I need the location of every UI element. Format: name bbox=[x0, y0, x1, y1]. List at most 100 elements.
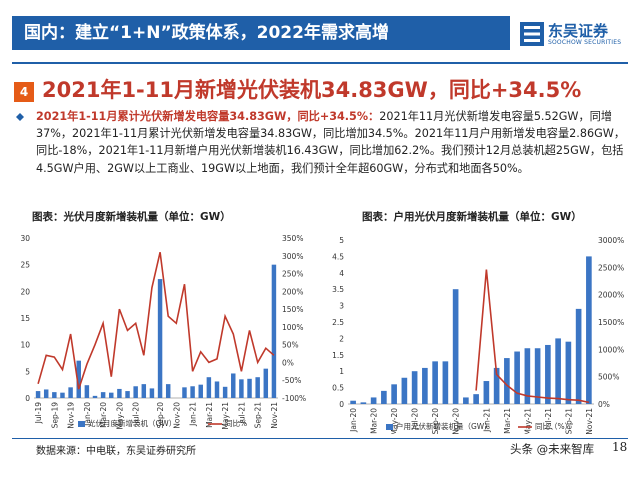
x-tick-label: May-20 bbox=[115, 402, 124, 430]
bar bbox=[534, 348, 541, 404]
bar bbox=[271, 264, 277, 398]
bar bbox=[514, 351, 520, 404]
x-tick-label: Mar-20 bbox=[370, 408, 379, 434]
y-left-tick-label: 1 bbox=[339, 367, 344, 376]
x-tick-label: Jan-21 bbox=[189, 402, 198, 427]
x-tick-label: Jul-20 bbox=[132, 402, 141, 425]
page-number: 18 bbox=[612, 440, 628, 454]
bar bbox=[263, 368, 269, 398]
summary-body: 2021年11月光伏新增发电容量5.52GW，同增37%，2021年1-11月累… bbox=[36, 110, 626, 175]
y-right-tick-label: 500% bbox=[598, 373, 619, 382]
x-tick-label: Mar-21 bbox=[205, 402, 214, 428]
section-number-badge: 4 bbox=[14, 82, 34, 102]
y-right-tick-label: 300% bbox=[282, 252, 303, 261]
logo-icon bbox=[520, 22, 544, 46]
y-left-tick-label: 30 bbox=[20, 234, 30, 243]
bar bbox=[222, 386, 228, 398]
bar bbox=[141, 384, 147, 398]
watermark: 头条 @未来智库 bbox=[510, 442, 595, 456]
y-left-tick-label: 10 bbox=[20, 341, 30, 350]
bar bbox=[125, 391, 130, 398]
y-right-tick-label: 50% bbox=[282, 341, 299, 350]
y-left-tick-label: 4 bbox=[339, 269, 344, 278]
bar bbox=[117, 388, 122, 398]
legend-label: 同比% bbox=[225, 418, 247, 428]
y-right-tick-label: 150% bbox=[282, 305, 303, 314]
logo-subtext: SOOCHOW SECURITIES bbox=[548, 39, 622, 46]
bar bbox=[206, 377, 212, 398]
bar bbox=[411, 371, 418, 404]
bar bbox=[157, 279, 163, 398]
bar bbox=[422, 367, 428, 404]
y-left-tick-label: 0 bbox=[25, 394, 30, 403]
bar bbox=[35, 391, 41, 398]
bar bbox=[350, 400, 356, 404]
bar bbox=[149, 388, 155, 398]
chart2-residential-pv-monthly: 0 0.5 1 1.5 2 2.5 3 3.5 4 4.5 5 0% 500% 1000% 1500% 200… bbox=[332, 236, 624, 434]
diamond-bullet-icon bbox=[16, 113, 24, 121]
chart2-caption: 图表：户用光伏月度新增装机量（单位：GW） bbox=[362, 211, 582, 223]
legend-label: 同比（%） bbox=[535, 421, 572, 431]
y-right-tick-label: 3000% bbox=[598, 236, 624, 245]
x-tick-label: Jul-21 bbox=[544, 408, 553, 431]
bar bbox=[483, 381, 490, 404]
x-tick-label: May-21 bbox=[221, 402, 230, 430]
bar bbox=[239, 379, 244, 398]
x-tick-label: Jan-21 bbox=[482, 408, 491, 433]
x-tick-label: Nov-21 bbox=[585, 408, 594, 434]
x-tick-label: Nov-19 bbox=[67, 402, 76, 429]
y-right-tick-label: -100% bbox=[282, 394, 306, 403]
header: 国内：建立“1+N”政策体系，2022年需求高增 东吴证券 SOOCHOW SE… bbox=[0, 0, 640, 64]
bar bbox=[52, 392, 57, 398]
y-right-tick-label: 1000% bbox=[598, 345, 624, 354]
bar bbox=[198, 384, 203, 398]
y-left-tick-label: 0 bbox=[339, 400, 344, 409]
series-line bbox=[475, 269, 590, 404]
bar bbox=[493, 367, 500, 404]
y-left-tick-label: 2.5 bbox=[332, 318, 344, 327]
bar bbox=[575, 308, 582, 404]
bar bbox=[381, 390, 387, 404]
chart1-pv-monthly: 0 5 10 15 20 25 30 -100% -50% 0% 50% 100% 150% 200% 25… bbox=[20, 234, 306, 430]
legend-label: 户用光伏新增装机量（GW） bbox=[396, 421, 492, 431]
bar bbox=[247, 378, 252, 398]
bar bbox=[370, 397, 377, 404]
bar bbox=[84, 385, 90, 398]
bar bbox=[100, 392, 106, 398]
bar bbox=[432, 361, 438, 404]
legend-bar-swatch bbox=[386, 424, 393, 430]
company-logo: 东吴证券 SOOCHOW SECURITIES bbox=[520, 20, 632, 50]
y-right-tick-label: 250% bbox=[282, 270, 303, 279]
series-line bbox=[37, 252, 275, 390]
y-left-tick-label: 20 bbox=[20, 287, 30, 296]
bar bbox=[182, 387, 187, 398]
legend-bar-swatch bbox=[78, 421, 85, 427]
x-tick-label: Mar-20 bbox=[99, 402, 108, 428]
x-tick-label: Nov-20 bbox=[452, 408, 461, 434]
bar bbox=[555, 338, 561, 404]
header-divider bbox=[12, 62, 628, 64]
y-right-tick-label: 0% bbox=[598, 400, 610, 409]
y-left-tick-label: 25 bbox=[20, 261, 30, 270]
legend-label: 光伏月度新增装机（GW） bbox=[88, 418, 176, 428]
x-tick-label: Sep-20 bbox=[156, 402, 165, 429]
x-tick-label: Jul-21 bbox=[237, 402, 246, 425]
x-tick-label: Sep-21 bbox=[564, 408, 573, 434]
y-left-tick-label: 15 bbox=[20, 314, 30, 323]
x-tick-label: Mar-21 bbox=[503, 408, 512, 434]
y-right-tick-label: 0% bbox=[282, 358, 294, 367]
chart1-caption: 图表：光伏月度新增装机量（单位：GW） bbox=[32, 211, 231, 223]
x-tick-label: Jan-20 bbox=[83, 402, 92, 427]
page-title: 国内：建立“1+N”政策体系，2022年需求高增 bbox=[24, 23, 389, 43]
bar bbox=[442, 361, 449, 404]
section-title: 2021年1-11月新增光伏装机34.83GW，同比+34.5% bbox=[42, 78, 582, 102]
data-source: 数据来源：中电联，东吴证券研究所 bbox=[36, 446, 196, 457]
header-bar bbox=[12, 16, 510, 50]
bar bbox=[452, 289, 459, 404]
x-tick-label: Jan-20 bbox=[349, 408, 358, 433]
y-right-tick-label: -50% bbox=[282, 376, 301, 385]
summary-highlight: 2021年1-11月累计光伏新增发电容量34.83GW，同比+34.5%： bbox=[36, 110, 380, 123]
y-right-tick-label: 2000% bbox=[598, 291, 624, 300]
footer-divider bbox=[12, 438, 628, 439]
y-right-tick-label: 1500% bbox=[598, 318, 624, 327]
